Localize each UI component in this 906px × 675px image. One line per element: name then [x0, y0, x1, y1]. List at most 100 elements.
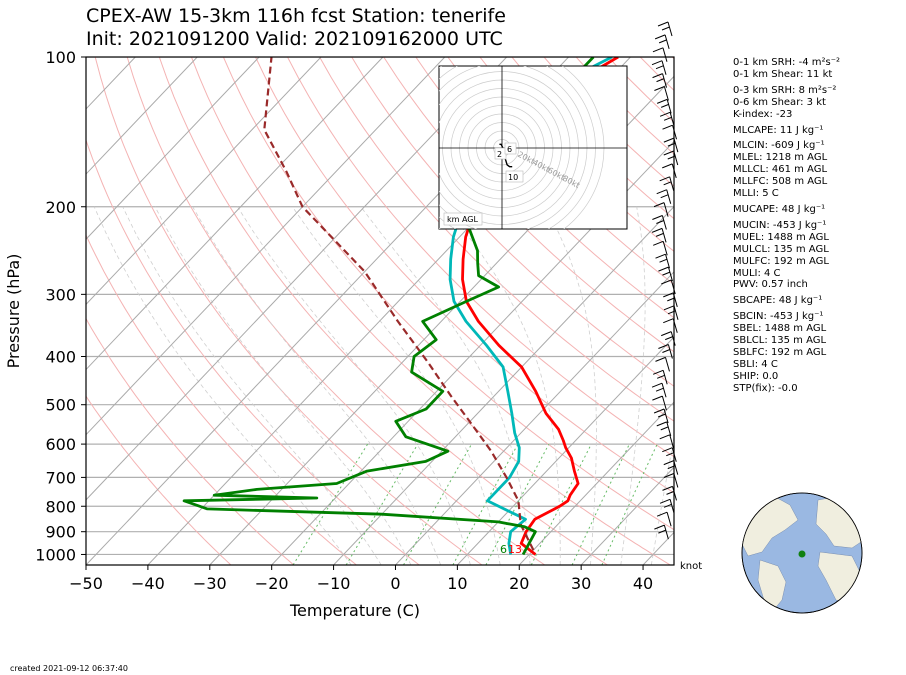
isotherm-line: [86, 57, 446, 436]
wind-barb: [651, 60, 667, 75]
isotherm-line: [457, 336, 674, 565]
surface-dewpoint-label: 6: [500, 543, 507, 556]
y-tick-label: 100: [45, 48, 76, 67]
index-line: SBEL: 1488 m AGL: [733, 323, 827, 335]
wind-barb: [662, 447, 677, 462]
y-tick-label: 800: [45, 497, 76, 516]
isotherm-line: [580, 466, 674, 565]
wind-barb: [657, 21, 673, 37]
dry-adiabat-line: [447, 57, 674, 285]
dry-adiabat-line: [86, 138, 420, 565]
wind-barb: [663, 473, 679, 488]
isotherm-line: [395, 271, 674, 565]
index-line: SBLFC: 192 m AGL: [733, 346, 827, 358]
wind-barb: [656, 421, 672, 437]
wind-barb: [662, 485, 677, 501]
index-line: MLLFC: 508 m AGL: [733, 176, 828, 188]
dry-adiabat-line: [255, 57, 674, 494]
index-line: 0-1 km SRH: -4 m²s⁻²: [733, 57, 840, 68]
index-line: MLLI: 5 C: [733, 188, 779, 200]
wind-barb: [662, 163, 677, 179]
hodograph-frame: [438, 65, 628, 230]
wind-barb: [652, 215, 667, 230]
wind-barb: [659, 111, 675, 127]
moist-adiabat-line: [93, 206, 352, 565]
dry-adiabat-line: [351, 57, 674, 387]
wind-barb: [653, 202, 669, 217]
x-tick-label: −30: [193, 574, 227, 593]
index-line: MUEL: 1488 m AGL: [733, 231, 829, 243]
y-axis-label: Pressure (hPa): [4, 254, 23, 369]
mixing-ratio-line: [601, 443, 658, 565]
wind-barb: [663, 137, 679, 153]
x-tick-label: −10: [317, 574, 351, 593]
moist-adiabat-line: [445, 206, 561, 565]
wind-barb: [662, 124, 678, 140]
isotherm-line: [86, 57, 322, 306]
isotherm-line: [86, 57, 198, 175]
dry-adiabat-line: [94, 57, 483, 565]
dry-adiabat-line: [86, 233, 357, 565]
wind-barb: [661, 279, 676, 295]
x-axis-label: Temperature (C): [289, 601, 420, 620]
dry-adiabat-line: [383, 57, 674, 353]
x-tick-label: 20: [509, 574, 529, 593]
wind-barb: [651, 382, 667, 398]
wind-barb: [656, 98, 672, 114]
index-line: 0-6 km Shear: 3 kt: [733, 96, 826, 108]
wind-barb: [656, 189, 672, 204]
isotherm-line: [86, 57, 260, 240]
wind-barb: [655, 253, 671, 269]
mixing-ratio-line: [571, 443, 630, 565]
index-line: SBCIN: -453 J kg⁻¹: [733, 311, 824, 323]
created-timestamp: created 2021-09-12 06:37:40: [10, 664, 128, 673]
wind-barb: [658, 344, 673, 359]
y-tick-label: 700: [45, 468, 76, 487]
index-line: MLCAPE: 11 J kg⁻¹: [733, 124, 824, 136]
index-line: MULI: 4 C: [733, 267, 781, 279]
index-line: MUCAPE: 48 J kg⁻¹: [733, 203, 826, 215]
wind-barb: [663, 150, 679, 166]
surface-temperature-label: 13: [508, 543, 522, 556]
wind-barb: [661, 331, 676, 346]
index-line: MLCIN: -609 J kg⁻¹: [733, 140, 825, 152]
wind-barb: [663, 305, 679, 320]
hodograph-note: km AGL: [447, 215, 479, 224]
y-tick-label: 400: [45, 348, 76, 367]
index-line: SHIP: 0.0: [733, 370, 779, 382]
wind-barb: [652, 47, 668, 62]
y-tick-label: 300: [45, 285, 76, 304]
dry-adiabat-line: [222, 57, 674, 531]
index-line: MLEL: 1218 m AGL: [733, 152, 828, 164]
index-line: 0-1 km Shear: 11 kt: [733, 68, 833, 80]
y-tick-label: 900: [45, 523, 76, 542]
series-line-parcel: [263, 57, 535, 551]
moist-adiabat-line: [154, 206, 412, 565]
station-marker: [798, 550, 806, 558]
mixing-ratio-line: [292, 443, 369, 565]
index-line: 0-3 km SRH: 8 m²s⁻²: [733, 84, 837, 96]
index-line: PWV: 0.57 inch: [733, 279, 808, 291]
index-line: MUCIN: -453 J kg⁻¹: [733, 219, 827, 231]
wind-barb: [651, 227, 667, 243]
x-tick-label: 0: [390, 574, 400, 593]
x-tick-label: 40: [633, 574, 653, 593]
index-line: K-index: -23: [733, 108, 793, 120]
index-line: STP(fix): -0.0: [733, 382, 798, 394]
wind-barb: [663, 292, 678, 308]
chart-title-line1: CPEX-AW 15-3km 116h fcst Station: teneri…: [86, 5, 506, 27]
mixing-ratio-line: [345, 443, 419, 565]
wind-barb: [654, 524, 669, 540]
dry-adiabat-line: [86, 317, 295, 565]
x-tick-label: −50: [69, 574, 103, 593]
wind-barb: [652, 395, 667, 411]
isotherm-line: [333, 205, 674, 565]
wind-barb: [654, 86, 669, 101]
x-tick-label: 10: [447, 574, 467, 593]
mixing-ratio-line: [452, 443, 519, 565]
x-tick-label: −40: [131, 574, 165, 593]
wind-barb: [659, 434, 675, 449]
index-line: MULCL: 135 m AGL: [733, 243, 829, 255]
